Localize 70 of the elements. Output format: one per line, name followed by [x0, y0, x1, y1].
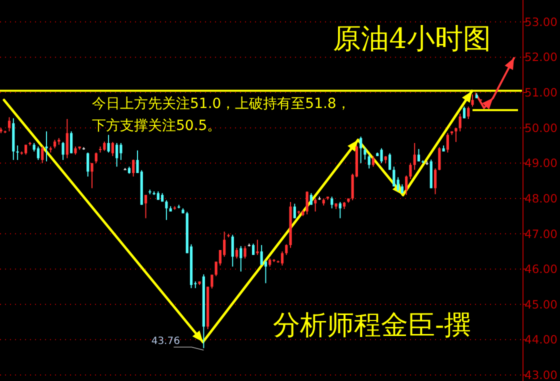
candlestick — [36, 146, 40, 160]
candlestick — [41, 146, 44, 164]
candlestick — [314, 198, 317, 212]
candlestick — [62, 141, 64, 160]
y-tick-label: 50.00 — [524, 120, 558, 135]
candlestick — [45, 130, 48, 162]
candlestick — [66, 118, 68, 159]
candlestick — [231, 234, 234, 268]
candlestick — [70, 130, 73, 154]
y-tick-label: 44.00 — [524, 332, 558, 347]
candlestick — [144, 194, 148, 219]
candlestick — [132, 159, 135, 178]
candlestick — [293, 203, 296, 219]
candlestick — [107, 134, 110, 154]
candlestick — [360, 136, 362, 164]
candlestick — [458, 113, 462, 132]
candlestick — [90, 162, 94, 189]
candlestick — [396, 176, 400, 192]
y-tick-label: 43.00 — [524, 368, 558, 381]
candlestick — [417, 148, 420, 162]
candlestick — [409, 162, 412, 180]
candlestick — [111, 141, 114, 157]
candlestick — [330, 196, 334, 209]
annotation: 下方支撑关注50.5。 — [92, 118, 222, 134]
y-tick-label: 49.00 — [524, 156, 558, 170]
candlestick — [368, 154, 370, 169]
y-tick-label: 51.00 — [524, 86, 558, 100]
text: 原油4小时图 — [333, 22, 491, 55]
candlestick — [446, 132, 449, 154]
candlestick — [467, 106, 470, 120]
candlestick — [413, 142, 416, 170]
candlestick — [244, 246, 246, 259]
candlestick — [235, 247, 238, 259]
candlestick — [338, 201, 342, 219]
y-tick-label: 48.00 — [524, 191, 558, 206]
y-tick-label: 45.00 — [524, 297, 558, 312]
candlestick — [454, 127, 458, 142]
candlestick — [260, 244, 263, 266]
candlestick — [364, 146, 366, 160]
candlestick — [392, 166, 396, 187]
candlestick — [210, 274, 214, 289]
y-tick-label: 53.00 — [524, 14, 558, 29]
candlestick — [438, 146, 441, 171]
candlestick — [165, 200, 168, 220]
candlestick — [280, 250, 284, 266]
annotation: 分析师程金臣-撰 — [272, 310, 472, 341]
candlestick — [86, 152, 90, 178]
candlestick — [310, 192, 312, 206]
candlestick — [405, 174, 408, 196]
candlestick — [462, 106, 466, 119]
candlestick — [388, 152, 392, 170]
candlestick — [16, 144, 19, 160]
candlestick — [103, 141, 106, 152]
candlestick — [372, 156, 375, 168]
annotation: 今日上方先关注51.0，上破持有至51.8， — [92, 96, 350, 112]
candlestick — [434, 168, 437, 195]
y-tick-label: 47.00 — [524, 226, 558, 241]
candlestick — [8, 116, 11, 132]
candlestick — [285, 244, 288, 256]
y-tick-label: 46.00 — [524, 262, 558, 276]
candlestick — [471, 94, 474, 108]
candlestick — [240, 246, 242, 272]
candlestick — [116, 142, 118, 168]
candlestick — [252, 243, 255, 256]
candlestick — [306, 190, 308, 215]
candlestick — [120, 142, 122, 160]
candlestick — [94, 152, 98, 164]
annotation: 43.76 — [151, 336, 180, 348]
candlestick — [380, 148, 383, 164]
y-tick-label: 52.00 — [524, 50, 558, 64]
